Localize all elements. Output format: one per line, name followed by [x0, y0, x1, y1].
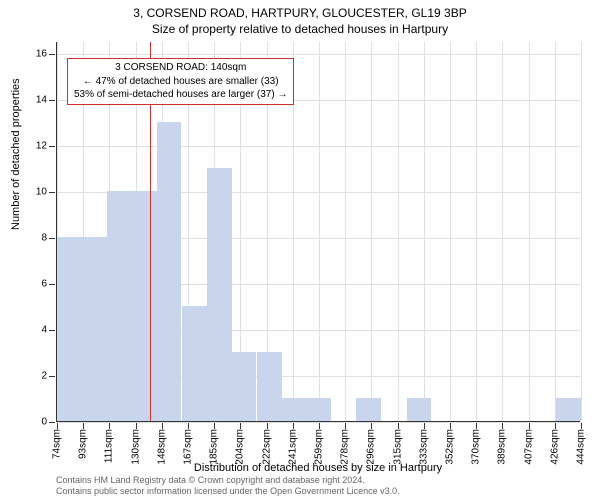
- histogram-bar: [107, 191, 132, 421]
- y-tick-label: 14: [36, 94, 47, 105]
- x-tick-label: 426sqm: [549, 429, 560, 465]
- x-tick-label: 315sqm: [392, 429, 403, 465]
- x-tick-label: 111sqm: [104, 429, 115, 463]
- y-tick: [49, 54, 55, 55]
- x-tick-label: 352sqm: [445, 429, 456, 465]
- y-tick: [49, 284, 55, 285]
- y-tick-label: 12: [36, 140, 47, 151]
- histogram-bar: [157, 122, 182, 421]
- annotation-box: 3 CORSEND ROAD: 140sqm ← 47% of detached…: [67, 58, 294, 105]
- annotation-line-1: 3 CORSEND ROAD: 140sqm: [74, 61, 287, 75]
- annotation-line-2: ← 47% of detached houses are smaller (33…: [74, 75, 287, 89]
- histogram-bar: [82, 237, 107, 421]
- gridline-v: [450, 42, 451, 421]
- histogram-bar: [182, 306, 207, 421]
- y-tick: [49, 422, 55, 423]
- gridline-v: [319, 42, 320, 421]
- gridline-v: [345, 42, 346, 421]
- y-tick: [49, 192, 55, 193]
- x-tick-label: 259sqm: [314, 429, 325, 465]
- x-tick-label: 278sqm: [340, 429, 351, 465]
- y-tick: [49, 238, 55, 239]
- x-tick-label: 389sqm: [497, 429, 508, 465]
- y-tick-label: 4: [41, 324, 47, 335]
- y-tick: [49, 100, 55, 101]
- x-tick-label: 241sqm: [287, 429, 298, 465]
- footer-line-2: Contains public sector information licen…: [56, 486, 580, 497]
- plot-area: 024681012141674sqm93sqm111sqm130sqm148sq…: [56, 42, 580, 422]
- histogram-bar: [231, 352, 256, 421]
- y-tick-label: 0: [41, 417, 47, 428]
- x-tick-label: 370sqm: [471, 429, 482, 465]
- chart-title-line1: 3, CORSEND ROAD, HARTPURY, GLOUCESTER, G…: [0, 0, 600, 20]
- x-tick-label: 222sqm: [261, 429, 272, 465]
- chart-container: 3, CORSEND ROAD, HARTPURY, GLOUCESTER, G…: [0, 0, 600, 500]
- y-tick: [49, 330, 55, 331]
- x-tick-label: 74sqm: [52, 429, 63, 459]
- x-tick-label: 296sqm: [366, 429, 377, 465]
- y-tick-label: 8: [41, 232, 47, 243]
- x-tick-label: 444sqm: [576, 429, 587, 465]
- gridline-v: [502, 42, 503, 421]
- x-axis-title: Distribution of detached houses by size …: [56, 462, 580, 474]
- x-tick-label: 167sqm: [183, 429, 194, 465]
- histogram-bar: [556, 398, 581, 421]
- footer-attribution: Contains HM Land Registry data © Crown c…: [56, 475, 580, 497]
- footer-line-1: Contains HM Land Registry data © Crown c…: [56, 475, 580, 486]
- x-tick-label: 130sqm: [130, 429, 141, 465]
- gridline-v: [398, 42, 399, 421]
- x-tick-label: 148sqm: [156, 429, 167, 465]
- y-tick-label: 16: [36, 48, 47, 59]
- y-tick-label: 6: [41, 278, 47, 289]
- histogram-bar: [132, 191, 157, 421]
- histogram-bar: [306, 398, 331, 421]
- y-tick: [49, 146, 55, 147]
- x-tick-label: 185sqm: [209, 429, 220, 465]
- y-axis-title: Number of detached properties: [10, 78, 22, 230]
- x-tick-label: 93sqm: [78, 429, 89, 459]
- histogram-bar: [282, 398, 307, 421]
- y-tick-label: 10: [36, 186, 47, 197]
- y-tick: [49, 376, 55, 377]
- histogram-bar: [257, 352, 282, 421]
- histogram-bar: [207, 168, 232, 421]
- gridline-v: [424, 42, 425, 421]
- x-tick-label: 407sqm: [523, 429, 534, 465]
- histogram-bar: [356, 398, 381, 421]
- histogram-bar: [57, 237, 82, 421]
- gridline-v: [476, 42, 477, 421]
- x-tick-label: 204sqm: [235, 429, 246, 465]
- annotation-line-3: 53% of semi-detached houses are larger (…: [74, 88, 287, 102]
- gridline-v: [371, 42, 372, 421]
- gridline-v: [581, 42, 582, 421]
- gridline-v: [555, 42, 556, 421]
- gridline-v: [529, 42, 530, 421]
- histogram-bar: [407, 398, 432, 421]
- chart-title-line2: Size of property relative to detached ho…: [0, 20, 600, 36]
- y-tick-label: 2: [41, 370, 47, 381]
- x-tick-label: 333sqm: [418, 429, 429, 465]
